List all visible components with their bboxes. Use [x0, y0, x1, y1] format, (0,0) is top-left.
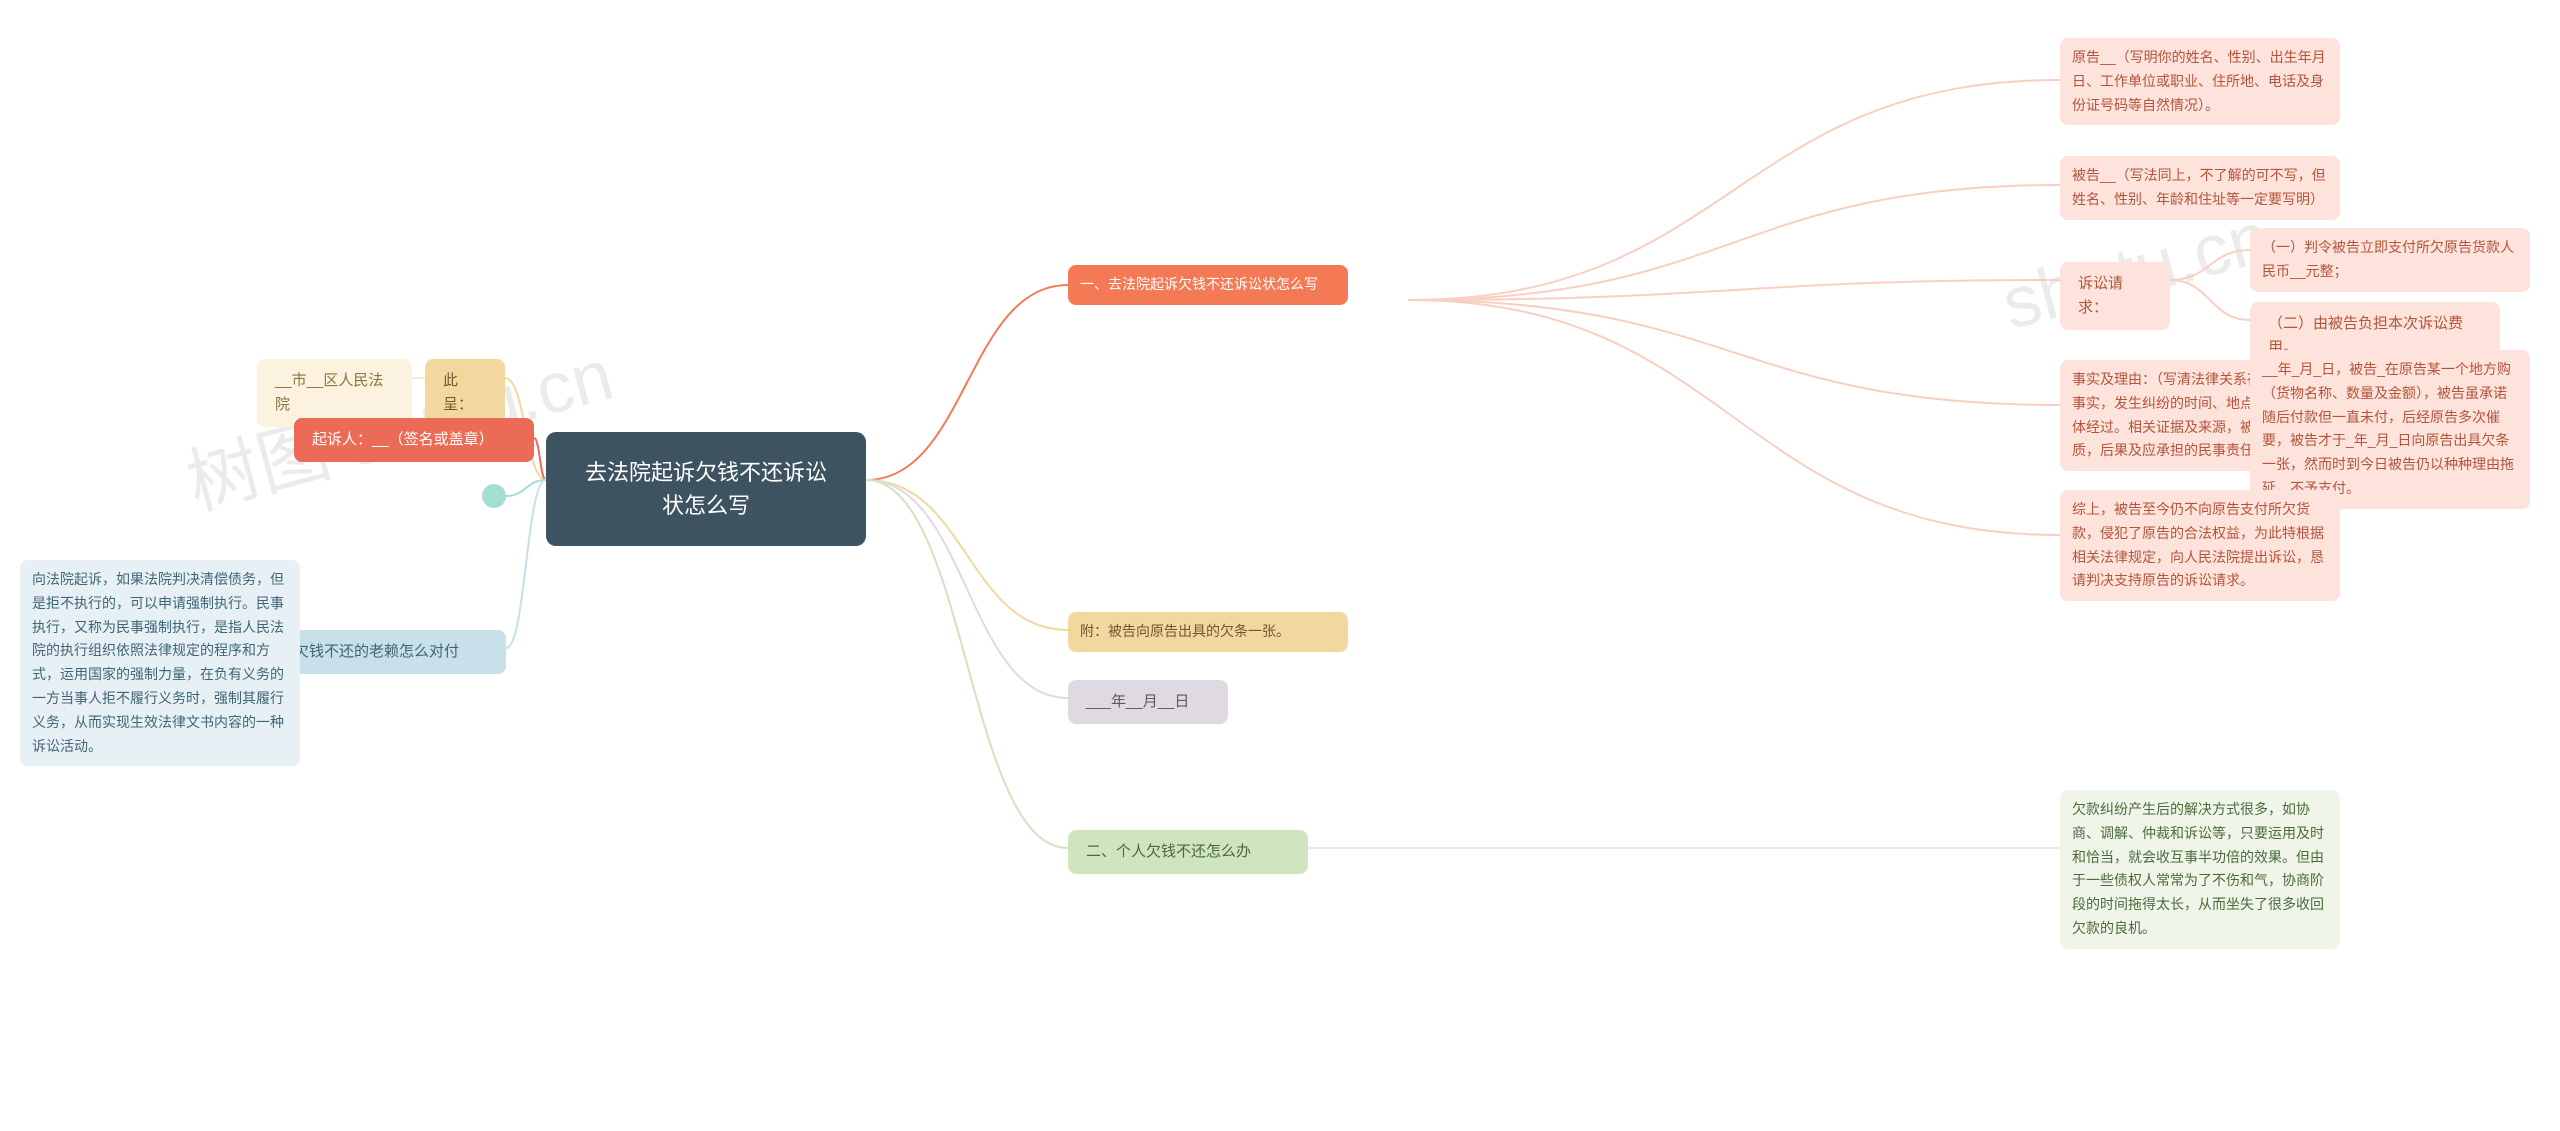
node-s2_detail[interactable]: 欠款纠纷产生后的解决方式很多，如协商、调解、仲裁和诉讼等，只要运用及时和恰当，就… [2060, 790, 2340, 949]
node-attach[interactable]: 附：被告向原告出具的欠条一张。 [1068, 612, 1348, 652]
node-s1_summary[interactable]: 综上，被告至今仍不向原告支付所欠货款，侵犯了原告的合法权益，为此特根据相关法律规… [2060, 490, 2340, 601]
node-suer[interactable]: 起诉人：__（签名或盖章） [294, 418, 534, 462]
node-section1[interactable]: 一、去法院起诉欠钱不还诉讼状怎么写 [1068, 265, 1348, 305]
node-s1_facts_detail[interactable]: __年_月_日，被告_在原告某一个地方购（货物名称、数量及金额），被告虽承诺随后… [2250, 350, 2530, 509]
node-empty_dot[interactable] [482, 484, 506, 508]
node-section2[interactable]: 二、个人欠钱不还怎么办 [1068, 830, 1308, 874]
node-court_detail[interactable]: __市__区人民法院 [257, 359, 412, 427]
node-s1_defendant[interactable]: 被告__（写法同上，不了解的可不写，但姓名、性别、年龄和住址等一定要写明） [2060, 156, 2340, 220]
center-node[interactable]: 去法院起诉欠钱不还诉讼状怎么写 [546, 432, 866, 546]
node-court[interactable]: 此呈： [425, 359, 505, 427]
node-s1_request[interactable]: 诉讼请求： [2060, 262, 2170, 330]
node-s1_plaintiff[interactable]: 原告__（写明你的姓名、性别、出生年月日、工作单位或职业、住所地、电话及身份证号… [2060, 38, 2340, 125]
node-s1_req1[interactable]: （一）判令被告立即支付所欠原告货款人民币__元整； [2250, 228, 2530, 292]
node-s3_detail[interactable]: 向法院起诉，如果法院判决清偿债务，但是拒不执行的，可以申请强制执行。民事执行，又… [20, 560, 300, 766]
node-date[interactable]: ___年__月__日 [1068, 680, 1228, 724]
